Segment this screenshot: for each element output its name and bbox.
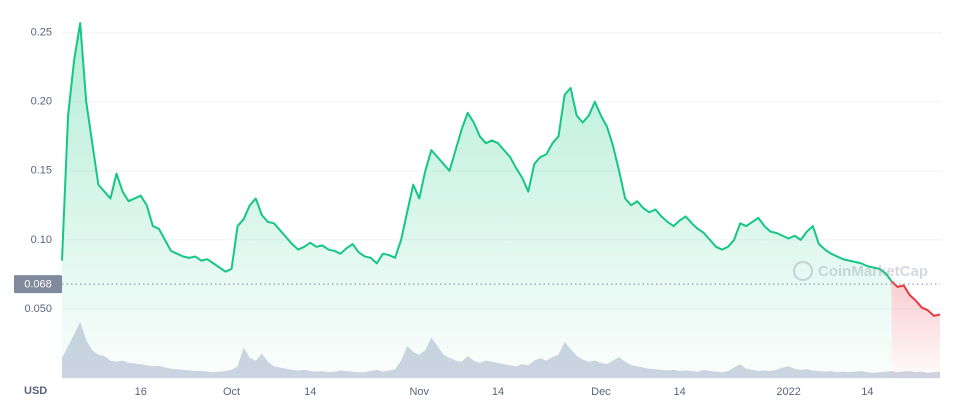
price-layer bbox=[61, 22, 941, 378]
x-tick-label: 2022 bbox=[776, 386, 800, 398]
watermark-logo bbox=[792, 260, 814, 282]
current-price-box bbox=[14, 275, 62, 294]
x-tick-label: Nov bbox=[409, 386, 429, 398]
current-price-label: 0.068 bbox=[24, 278, 52, 290]
x-tick-label: 14 bbox=[304, 386, 316, 398]
watermark: CoinMarketCap bbox=[792, 260, 928, 282]
x-tick-label: Oct bbox=[223, 386, 240, 398]
y-tick-label: 0.15 bbox=[31, 165, 52, 177]
y-tick-label: 0.10 bbox=[31, 234, 52, 246]
price-area-up bbox=[62, 23, 892, 378]
watermark-text: CoinMarketCap bbox=[818, 263, 928, 280]
price-line-up bbox=[61, 22, 893, 282]
x-tick-label: 16 bbox=[135, 386, 147, 398]
x-tick-label: Dec bbox=[591, 386, 611, 398]
x-tick-label: 14 bbox=[674, 386, 686, 398]
price-area-down bbox=[891, 281, 940, 378]
currency-label: USD bbox=[24, 385, 47, 397]
x-tick-label: 14 bbox=[861, 386, 873, 398]
label-layer: 0.050 0.10 0.15 0.20 0.25 16 Oct 14 Nov 14 Dec 14 20… bbox=[14, 27, 873, 398]
x-tick-label: 14 bbox=[492, 386, 504, 398]
y-tick-label: 0.25 bbox=[31, 27, 52, 39]
price-line-down bbox=[890, 280, 941, 317]
y-tick-label: 0.050 bbox=[24, 303, 52, 315]
y-tick-label: 0.20 bbox=[31, 96, 52, 108]
